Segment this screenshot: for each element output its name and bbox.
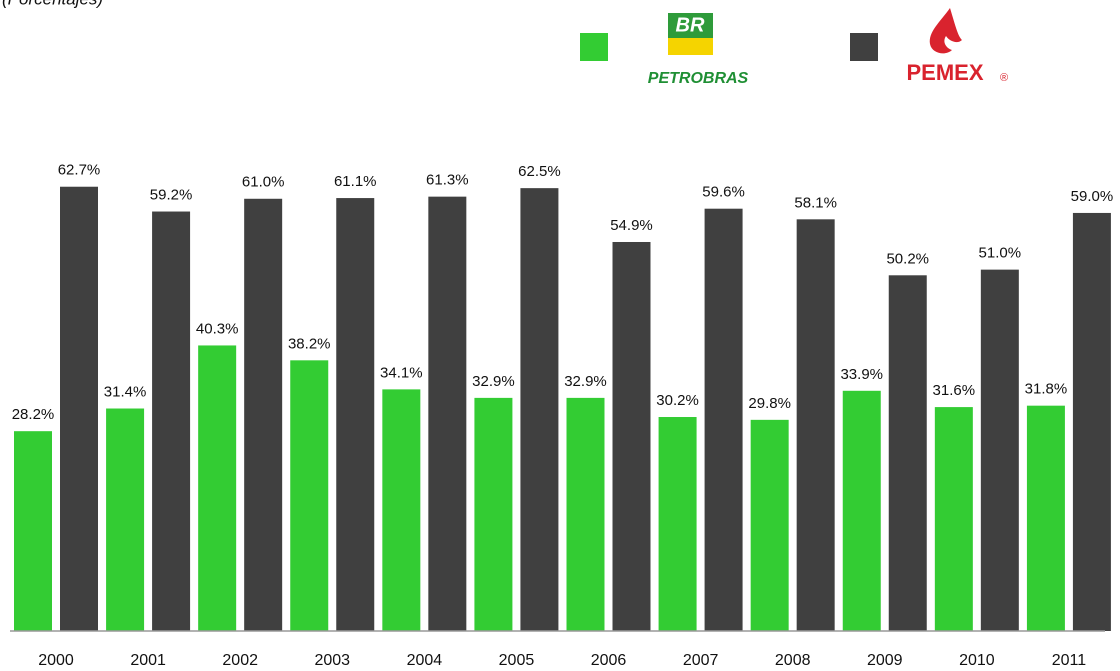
bar xyxy=(382,389,421,631)
data-label: 34.1% xyxy=(380,364,423,381)
bar xyxy=(888,275,927,631)
bar xyxy=(428,196,467,631)
bar xyxy=(934,407,973,631)
legend-swatch xyxy=(580,33,608,61)
data-label: 40.3% xyxy=(196,320,239,337)
bar xyxy=(520,188,559,631)
data-label: 32.9% xyxy=(564,373,607,390)
data-label: 51.0% xyxy=(979,245,1022,262)
legend: BR PETROBRAS PEMEX ® xyxy=(580,8,1008,87)
bar xyxy=(842,390,881,631)
x-tick-label: 2000 xyxy=(38,652,74,669)
x-tick-label: 2004 xyxy=(407,652,443,669)
logo-mark: ® xyxy=(1000,72,1008,84)
bar xyxy=(106,408,145,631)
data-label: 29.8% xyxy=(748,395,791,412)
logo-box-top xyxy=(668,13,713,38)
bar xyxy=(244,198,283,631)
data-label: 30.2% xyxy=(656,392,699,409)
bar xyxy=(980,269,1019,631)
data-label: 62.5% xyxy=(518,163,561,180)
legend-label: PEMEX xyxy=(906,60,983,85)
bar xyxy=(60,186,98,631)
x-tick-label: 2009 xyxy=(867,652,903,669)
x-tick-label: 2005 xyxy=(499,652,535,669)
logo-icon xyxy=(929,8,962,54)
x-tick-label: 2002 xyxy=(222,652,258,669)
legend-swatch xyxy=(850,33,878,61)
data-label: 31.6% xyxy=(933,382,976,399)
data-label: 59.2% xyxy=(150,186,193,203)
data-label: 33.9% xyxy=(840,366,883,383)
data-label: 61.0% xyxy=(242,174,285,191)
data-label: 61.3% xyxy=(426,172,469,189)
x-tick-label: 2011 xyxy=(1052,652,1087,669)
x-tick-label: 2006 xyxy=(591,652,627,669)
data-label: 28.2% xyxy=(12,406,55,423)
bar xyxy=(152,211,191,632)
chart-subtitle: (Porcentajes) xyxy=(2,0,103,8)
data-label: 61.1% xyxy=(334,173,377,190)
data-label: 31.8% xyxy=(1025,381,1068,398)
bar xyxy=(198,345,237,631)
bar xyxy=(750,419,789,631)
data-label: 59.0% xyxy=(1071,188,1114,205)
bar xyxy=(566,397,605,631)
bar xyxy=(796,219,835,631)
data-label: 58.1% xyxy=(794,194,837,211)
bar xyxy=(1072,212,1111,631)
logo-text: BR xyxy=(676,14,705,36)
bar xyxy=(290,360,329,631)
data-label: 32.9% xyxy=(472,373,515,390)
x-tick-label: 2008 xyxy=(775,652,811,669)
bar xyxy=(658,417,697,631)
x-tick-label: 2003 xyxy=(314,652,350,669)
data-label: 54.9% xyxy=(610,217,653,234)
x-tick-label: 2001 xyxy=(130,652,166,669)
bar xyxy=(1026,405,1065,631)
x-tick-label: 2007 xyxy=(683,652,719,669)
bar xyxy=(336,198,375,631)
bar xyxy=(14,431,52,631)
data-label: 38.2% xyxy=(288,335,331,352)
bar xyxy=(612,241,651,631)
data-label: 50.2% xyxy=(886,250,929,267)
data-label: 62.7% xyxy=(58,162,101,179)
bar xyxy=(704,208,743,632)
data-label: 59.6% xyxy=(702,184,745,201)
bar xyxy=(474,397,513,631)
x-tick-label: 2010 xyxy=(959,652,995,669)
legend-label: PETROBRAS xyxy=(648,70,749,87)
data-label: 31.4% xyxy=(104,383,147,400)
